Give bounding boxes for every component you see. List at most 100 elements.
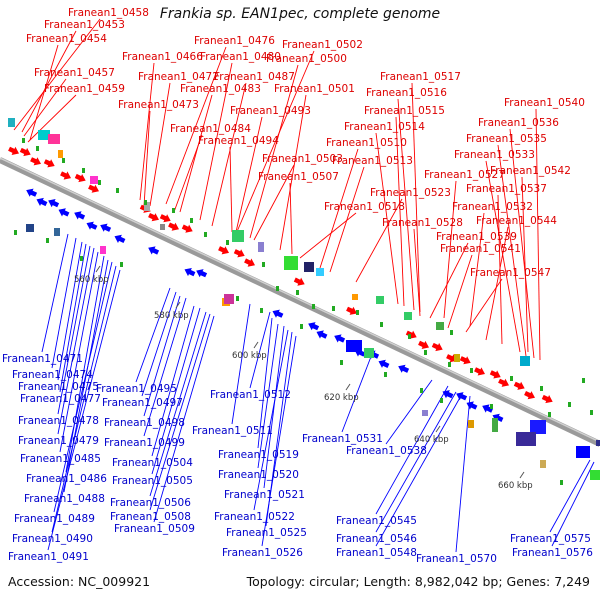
tick-mark	[345, 383, 351, 391]
leader-line	[143, 110, 151, 207]
gene-label-top: Franean1_0514	[344, 121, 425, 133]
gene-label-top: Franean1_0513	[332, 155, 413, 167]
gene-label-top: Franean1_0527	[424, 169, 505, 181]
leader-line	[257, 323, 279, 469]
leader-line	[135, 287, 171, 383]
feature-block	[454, 354, 460, 362]
leader-line	[395, 116, 405, 307]
leader-line	[289, 182, 293, 255]
gene-label-top: Franean1_0494	[198, 135, 279, 147]
leader-line	[143, 297, 187, 437]
gene-label-bottom: Franean1_0526	[222, 547, 303, 559]
gene-label-bottom: Franean1_0475	[18, 381, 99, 393]
leader-line	[485, 160, 521, 353]
feature-mark	[582, 378, 585, 383]
gene-label-bottom: Franean1_0474	[12, 369, 93, 381]
gene-label-top: Franean1_0500	[266, 53, 347, 65]
feature-block	[540, 460, 546, 468]
feature-mark	[490, 404, 493, 409]
gene-label-bottom: Franean1_0486	[26, 473, 107, 485]
gene-label-top: Franean1_0536	[478, 117, 559, 129]
tick-mark	[175, 301, 181, 309]
feature-block	[404, 312, 412, 320]
leader-line	[199, 62, 233, 221]
feature-mark	[420, 388, 423, 393]
feature-mark	[236, 296, 239, 301]
leader-line	[21, 30, 77, 133]
gene-label-top: Franean1_0484	[170, 123, 251, 135]
leader-line	[465, 278, 503, 333]
gene-label-top: Franean1_0503	[262, 153, 343, 165]
feature-block	[304, 262, 314, 272]
leader-line	[249, 311, 271, 389]
forward-gene-arrow	[88, 184, 99, 193]
forward-gene-arrow	[431, 342, 443, 352]
leader-line	[57, 247, 95, 435]
feature-mark	[384, 372, 387, 377]
feature-block	[58, 150, 63, 158]
feature-mark	[312, 304, 315, 309]
genome-backbone	[0, 157, 600, 447]
forward-gene-arrow	[346, 306, 357, 315]
feature-block	[160, 224, 165, 230]
feature-mark	[356, 310, 359, 315]
leader-line	[375, 393, 463, 547]
feature-mark	[296, 290, 299, 295]
gene-label-bottom: Franean1_0499	[104, 437, 185, 449]
gene-label-top: Franean1_0518	[324, 201, 405, 213]
feature-mark	[36, 146, 39, 151]
gene-label-bottom: Franean1_0490	[12, 533, 93, 545]
gene-label-bottom: Franean1_0497	[102, 397, 183, 409]
leader-line	[41, 233, 69, 353]
feature-mark	[144, 200, 147, 205]
leader-line	[375, 385, 449, 515]
tick-mark	[253, 341, 259, 349]
leader-line	[549, 459, 591, 533]
gene-label-bottom: Franean1_0546	[336, 533, 417, 545]
gene-label-top: Franean1_0457	[34, 67, 115, 79]
feature-block	[352, 294, 358, 300]
forward-gene-arrow	[459, 356, 471, 365]
reverse-gene-arrow	[184, 268, 196, 277]
forward-gene-arrow	[159, 214, 171, 223]
leader-line	[149, 311, 207, 497]
gene-label-top: Franean1_0459	[44, 83, 125, 95]
tick-label: 660 kbp	[498, 481, 533, 491]
leader-line	[153, 315, 215, 523]
leader-line	[249, 64, 299, 239]
gene-label-top: Franean1_0541	[440, 243, 521, 255]
gene-label-top: Franean1_0501	[274, 83, 355, 95]
reverse-gene-arrow	[196, 269, 208, 278]
feature-mark	[568, 402, 571, 407]
gene-label-top: Franean1_0533	[454, 149, 535, 161]
gene-label-top: Franean1_0453	[44, 19, 125, 31]
feature-mark	[408, 334, 411, 339]
feature-block	[492, 418, 498, 432]
leader-line	[211, 82, 247, 227]
leader-line	[23, 78, 67, 137]
gene-label-top: Franean1_0466	[122, 51, 203, 63]
leader-line	[149, 313, 211, 511]
feature-block	[144, 202, 150, 211]
leader-line	[497, 144, 527, 357]
scale-ticks: 560 kbp 580 kbp 600 kbp 620 kbp 640 kbp 660 k…	[74, 265, 533, 491]
feature-block	[258, 242, 264, 252]
gene-label-bottom: Franean1_0508	[110, 511, 191, 523]
gene-features	[8, 118, 600, 485]
leader-line	[235, 116, 263, 233]
gene-label-bottom: Franean1_0479	[18, 435, 99, 447]
feature-mark	[440, 398, 443, 403]
leader-line	[59, 243, 87, 393]
leader-line	[51, 265, 117, 533]
feature-block	[590, 470, 600, 480]
feature-mark	[22, 138, 25, 143]
feature-mark	[332, 306, 335, 311]
reverse-gene-arrow	[316, 330, 328, 339]
leader-line	[65, 255, 105, 473]
leader-line	[53, 261, 113, 513]
gene-label-top: Franean1_0539	[436, 231, 517, 243]
forward-gene-arrow	[489, 370, 501, 379]
gene-label-bottom: Franean1_0489	[14, 513, 95, 525]
leader-line	[385, 379, 433, 445]
